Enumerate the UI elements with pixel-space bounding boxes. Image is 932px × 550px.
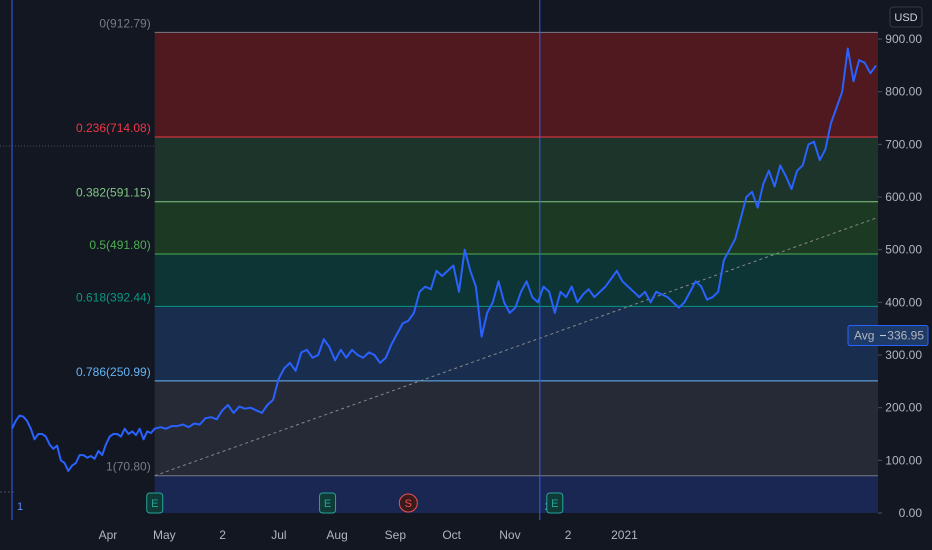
x-tick-label: May: [153, 528, 176, 542]
avg-label-box: [847, 325, 929, 347]
x-tick-label: Sep: [385, 528, 407, 542]
event-badge-s[interactable]: S: [398, 493, 418, 513]
fib-level-label: 0.618(392.44): [76, 290, 151, 304]
x-tick-label: Oct: [442, 528, 461, 542]
fib-level-label: 0.382(591.15): [76, 186, 151, 200]
currency-badge[interactable]: USD: [889, 6, 923, 28]
fibonacci-retracement[interactable]: 0(912.79) 0.236(714.08) 0.382(591.15) 0.5(4…: [76, 16, 879, 513]
y-tick-label: 0.00: [899, 506, 923, 520]
event-badge-e[interactable]: E: [546, 492, 564, 514]
fib-level-label: 0.5(491.80): [89, 238, 150, 252]
x-axis[interactable]: Apr May 2 Jul Aug Sep Oct Nov 2 2021: [99, 528, 639, 542]
x-tick-label: 2021: [611, 528, 638, 542]
y-tick-label: 700.00: [885, 137, 922, 151]
y-tick-label: 900.00: [885, 32, 922, 46]
avg-line-label: Avg 336.95: [847, 325, 929, 347]
event-badge-e[interactable]: E: [146, 492, 164, 514]
y-tick-label: 500.00: [885, 243, 922, 257]
y-tick-label: 800.00: [885, 85, 922, 99]
trendline[interactable]: [154, 217, 877, 477]
vertical-marker-label: 1: [17, 501, 23, 513]
y-tick-label: 600.00: [885, 190, 922, 204]
x-tick-label: 2: [219, 528, 226, 542]
event-badge-e[interactable]: E: [319, 492, 337, 514]
fib-band: [154, 380, 879, 476]
event-badge-letter: E: [324, 498, 331, 510]
y-tick-label: 200.00: [885, 401, 922, 415]
y-tick-label: 300.00: [885, 348, 922, 362]
y-tick-label: 100.00: [885, 453, 922, 467]
price-line: [11, 47, 877, 472]
currency-label: USD: [894, 12, 917, 24]
event-badge-shape: [146, 492, 164, 514]
event-badge-shape: [398, 493, 418, 513]
fib-band: [154, 32, 879, 137]
fib-level-label: 1(70.80): [106, 460, 151, 474]
event-badge-letter: S: [405, 498, 412, 510]
trendline-dashed: [154, 217, 877, 477]
fib-band: [154, 254, 879, 307]
event-badge-letter: E: [551, 498, 558, 510]
x-tick-label: Apr: [99, 528, 118, 542]
fib-band: [154, 475, 879, 513]
event-badge-letter: E: [151, 498, 158, 510]
x-tick-label: Aug: [326, 528, 347, 542]
x-tick-label: Nov: [499, 528, 520, 542]
x-tick-label: 2: [565, 528, 572, 542]
fib-level-label: 0.786(250.99): [76, 365, 151, 379]
y-axis[interactable]: 0.00 100.00 200.00 300.00 400.00 500.00 600.00…: [878, 32, 922, 520]
fib-band: [154, 136, 879, 202]
x-tick-label: Jul: [271, 528, 286, 542]
fib-level-label: 0(912.79): [99, 16, 150, 30]
fib-band: [154, 306, 879, 381]
event-badge-shape: [546, 492, 564, 514]
fib-band: [154, 201, 879, 255]
fib-level-label: 0.236(714.08): [76, 121, 151, 135]
avg-label-value: 336.95: [887, 329, 924, 343]
event-badge-shape: [319, 492, 337, 514]
price-series: [11, 47, 877, 472]
y-tick-label: 400.00: [885, 295, 922, 309]
avg-label-name: Avg: [854, 329, 874, 343]
